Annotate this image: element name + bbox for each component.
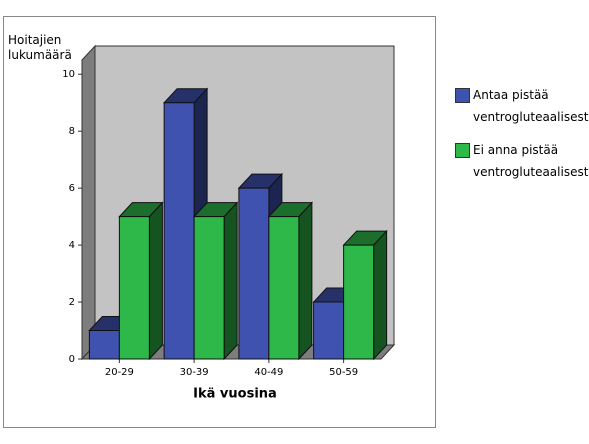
- bar-face: [313, 301, 345, 360]
- legend-label: Ei anna pistää ventrogluteaalisesti: [473, 143, 589, 179]
- bar: [267, 201, 314, 361]
- bar-face: [343, 244, 375, 360]
- y-tick-label: 2: [69, 297, 75, 308]
- y-tick-label: 8: [69, 126, 75, 137]
- y-tick-label: 10: [62, 69, 75, 80]
- bar-face: [238, 187, 270, 360]
- x-tick-label: 50-59: [329, 367, 358, 378]
- bar: [342, 229, 388, 361]
- bar-face: [88, 330, 120, 360]
- bar-face: [223, 201, 238, 361]
- legend-swatch: [455, 143, 470, 158]
- bar-face: [163, 102, 195, 360]
- x-tick-label: 20-29: [105, 367, 134, 378]
- bar-face: [298, 201, 313, 361]
- side-wall: [81, 44, 96, 361]
- y-axis-title: Hoitajien lukumäärä: [8, 33, 72, 62]
- bar: [192, 201, 239, 361]
- bar-face: [148, 201, 163, 361]
- y-tick-label: 6: [69, 183, 75, 194]
- x-tick-label: 30-39: [180, 367, 209, 378]
- x-tick-label: 40-49: [254, 367, 283, 378]
- x-axis-title: Ikä vuosina: [193, 387, 277, 402]
- bar-face: [268, 216, 300, 360]
- bar-face: [118, 216, 150, 360]
- bar-face: [193, 216, 225, 360]
- y-tick-label: 0: [69, 354, 75, 365]
- bar: [118, 201, 164, 361]
- bar-face: [373, 229, 388, 361]
- legend-swatch: [455, 88, 470, 103]
- legend-label: Antaa pistää ventrogluteaalisesti: [473, 88, 589, 124]
- y-tick-label: 4: [69, 240, 75, 251]
